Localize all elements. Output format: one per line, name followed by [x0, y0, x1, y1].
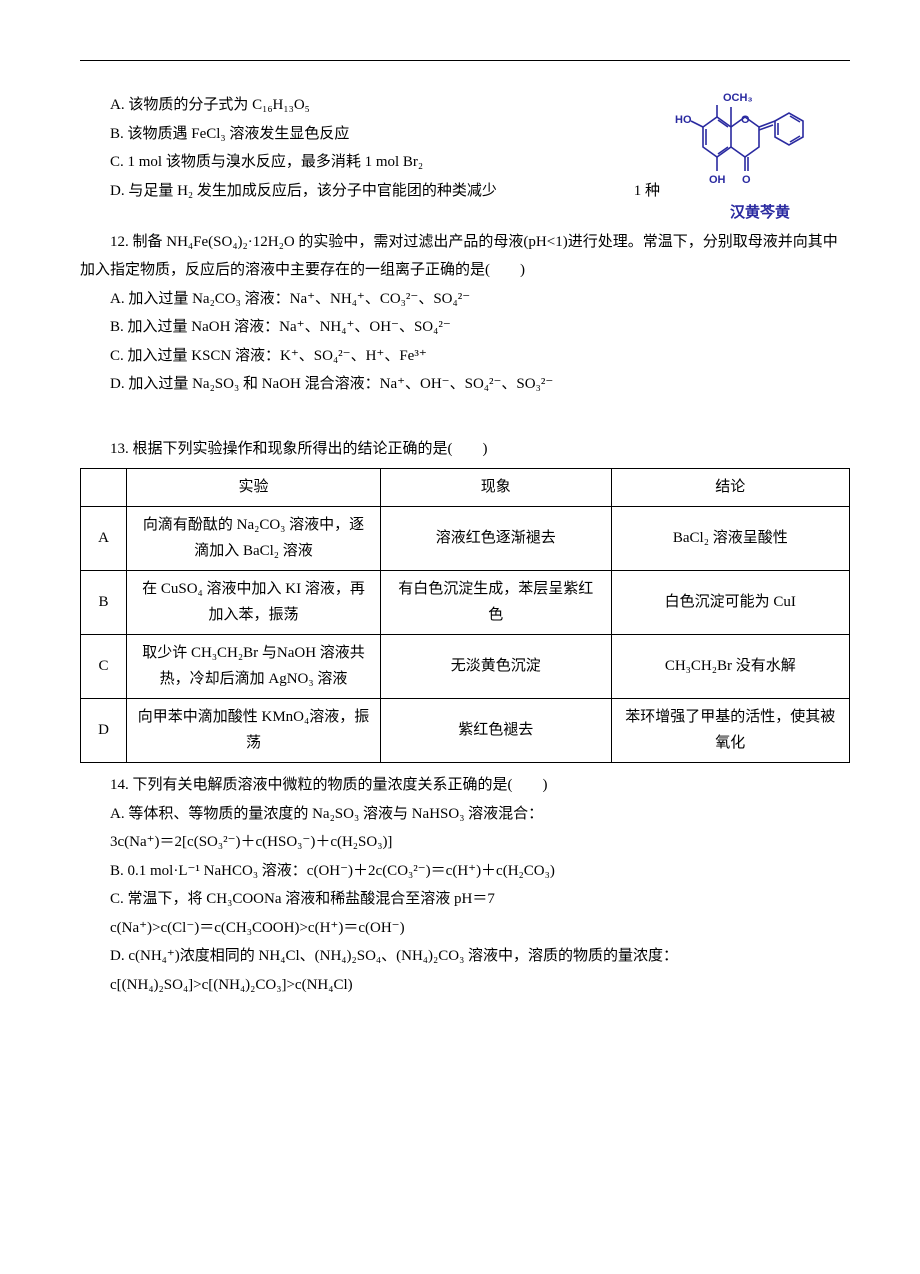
label-o-ket: O [742, 174, 751, 186]
cell-letter: B [81, 571, 127, 635]
th-exp: 实验 [127, 468, 381, 507]
th-phen: 现象 [380, 468, 611, 507]
q14: 14. 下列有关电解质溶液中微粒的物质的量浓度关系正确的是( ) A. 等体积、… [80, 771, 850, 999]
table-row: A 向滴有酚酞的 Na₂CO₃ 溶液中，逐滴加入 BaCl₂ 溶液 溶液红色逐渐… [81, 507, 850, 571]
q14-D-line1: D. c(NH₄⁺)浓度相同的 NH₄Cl、(NH₄)₂SO₄、(NH₄)₂CO… [80, 942, 850, 971]
q11-D: D. 与足量 H₂ 发生加成反应后，该分子中官能团的种类减少 [110, 183, 497, 199]
q12-C: C. 加入过量 KSCN 溶液：K⁺、SO₄²⁻、H⁺、Fe³⁺ [80, 342, 850, 371]
label-ho: HO [675, 114, 692, 126]
th-conc: 结论 [611, 468, 849, 507]
molecule-figure: OCH₃ HO OH O O 汉黄芩黄 [670, 87, 850, 228]
cell-exp: 向滴有酚酞的 Na₂CO₃ 溶液中，逐滴加入 BaCl₂ 溶液 [127, 507, 381, 571]
table-row: D 向甲苯中滴加酸性 KMnO₄溶液，振荡 紫红色褪去 苯环增强了甲基的活性，使… [81, 699, 850, 763]
label-o-ring: O [741, 114, 750, 126]
q13-table: 实验 现象 结论 A 向滴有酚酞的 Na₂CO₃ 溶液中，逐滴加入 BaCl₂ … [80, 468, 850, 764]
table-header-row: 实验 现象 结论 [81, 468, 850, 507]
th-blank [81, 468, 127, 507]
molecule-caption: 汉黄芩黄 [730, 205, 790, 221]
cell-conc: CH₃CH₂Br 没有水解 [611, 635, 849, 699]
q13-stem: 13. 根据下列实验操作和现象所得出的结论正确的是( ) [80, 435, 850, 464]
cell-letter: C [81, 635, 127, 699]
table-row: C 取少许 CH₃CH₂Br 与NaOH 溶液共热，冷却后滴加 AgNO₃ 溶液… [81, 635, 850, 699]
top-rule [80, 60, 850, 61]
q12-stem: 12. 制备 NH₄Fe(SO₄)₂·12H₂O 的实验中，需对过滤出产品的母液… [80, 228, 850, 285]
cell-phen: 紫红色褪去 [380, 699, 611, 763]
cell-exp: 在 CuSO₄ 溶液中加入 KI 溶液，再加入苯，振荡 [127, 571, 381, 635]
cell-letter: D [81, 699, 127, 763]
q12: 12. 制备 NH₄Fe(SO₄)₂·12H₂O 的实验中，需对过滤出产品的母液… [80, 228, 850, 399]
q14-C-line2: c(Na⁺)>c(Cl⁻)＝c(CH₃COOH)>c(H⁺)＝c(OH⁻) [80, 914, 850, 943]
q12-B: B. 加入过量 NaOH 溶液：Na⁺、NH₄⁺、OH⁻、SO₄²⁻ [80, 313, 850, 342]
cell-conc: BaCl₂ 溶液呈酸性 [611, 507, 849, 571]
cell-conc: 苯环增强了甲基的活性，使其被氧化 [611, 699, 849, 763]
q12-D: D. 加入过量 Na₂SO₃ 和 NaOH 混合溶液：Na⁺、OH⁻、SO₄²⁻… [80, 370, 850, 399]
label-och3: OCH₃ [723, 92, 753, 104]
q14-C-line1: C. 常温下，将 CH₃COONa 溶液和稀盐酸混合至溶液 pH＝7 [80, 885, 850, 914]
q12-A: A. 加入过量 Na₂CO₃ 溶液：Na⁺、NH₄⁺、CO₃²⁻、SO₄²⁻ [80, 285, 850, 314]
cell-conc: 白色沉淀可能为 CuI [611, 571, 849, 635]
cell-letter: A [81, 507, 127, 571]
label-oh: OH [709, 174, 726, 186]
q11-D-tail: 1 种 [604, 177, 660, 206]
cell-exp: 取少许 CH₃CH₂Br 与NaOH 溶液共热，冷却后滴加 AgNO₃ 溶液 [127, 635, 381, 699]
q14-D-line2: c[(NH₄)₂SO₄]>c[(NH₄)₂CO₃]>c(NH₄Cl) [80, 971, 850, 1000]
cell-exp: 向甲苯中滴加酸性 KMnO₄溶液，振荡 [127, 699, 381, 763]
cell-phen: 溶液红色逐渐褪去 [380, 507, 611, 571]
cell-phen: 有白色沉淀生成，苯层呈紫红色 [380, 571, 611, 635]
q13: 13. 根据下列实验操作和现象所得出的结论正确的是( ) 实验 现象 结论 A … [80, 435, 850, 763]
q14-B: B. 0.1 mol·L⁻¹ NaHCO₃ 溶液：c(OH⁻)＋2c(CO₃²⁻… [80, 857, 850, 886]
table-row: B 在 CuSO₄ 溶液中加入 KI 溶液，再加入苯，振荡 有白色沉淀生成，苯层… [81, 571, 850, 635]
q14-A-line2: 3c(Na⁺)＝2[c(SO₃²⁻)＋c(HSO₃⁻)＋c(H₂SO₃)] [80, 828, 850, 857]
molecule-svg: OCH₃ HO OH O O [675, 87, 845, 197]
q14-stem: 14. 下列有关电解质溶液中微粒的物质的量浓度关系正确的是( ) [80, 771, 850, 800]
cell-phen: 无淡黄色沉淀 [380, 635, 611, 699]
q14-A-line1: A. 等体积、等物质的量浓度的 Na₂SO₃ 溶液与 NaHSO₃ 溶液混合： [80, 800, 850, 829]
